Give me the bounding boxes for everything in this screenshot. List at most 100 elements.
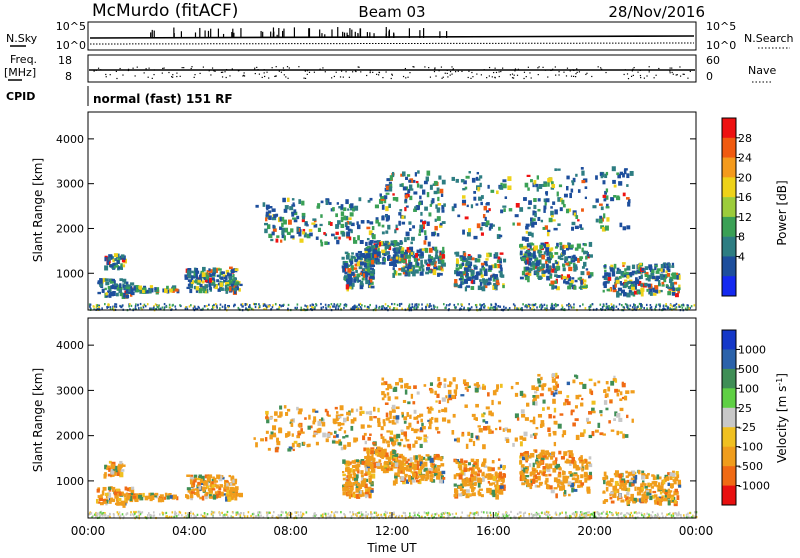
power-cell [637, 291, 639, 294]
power-cell [401, 303, 403, 305]
velocity-cell [361, 514, 363, 516]
power-cell [443, 303, 445, 305]
power-cell [405, 199, 408, 202]
power-cell [332, 207, 335, 211]
power-cell [336, 304, 338, 306]
power-cell [390, 175, 393, 180]
power-cell [327, 305, 329, 307]
power-cell [408, 265, 412, 269]
power-cell [215, 303, 217, 305]
power-cell [410, 242, 413, 245]
power-cell [486, 202, 490, 205]
power-cell [677, 275, 679, 280]
nave-point [679, 66, 680, 67]
power-cell [150, 285, 153, 288]
velocity-cell [211, 481, 213, 484]
nave-point [284, 74, 285, 75]
velocity-cell [288, 513, 290, 515]
power-cell [533, 265, 536, 270]
power-cell [279, 306, 281, 308]
velocity-cell [395, 479, 398, 484]
power-cell [360, 240, 364, 244]
velocity-cell [687, 513, 689, 515]
power-cell [456, 263, 458, 267]
power-cell [437, 187, 440, 191]
power-cell [539, 254, 542, 257]
power-cell [104, 265, 108, 270]
velocity-cell [482, 462, 484, 465]
power-cell [527, 175, 531, 177]
power-cell [405, 271, 407, 274]
velocity-cell [636, 512, 638, 514]
nave-point [510, 74, 511, 75]
velocity-cell [589, 475, 593, 479]
velocity-cell [476, 511, 478, 513]
velocity-cell [488, 481, 490, 484]
power-cell [641, 291, 644, 296]
power-cell [493, 306, 495, 308]
power-cell [672, 287, 675, 291]
velocity-cell [470, 474, 474, 477]
power-cell [624, 169, 627, 174]
power-cell [430, 204, 432, 207]
power-cell [109, 293, 112, 298]
velocity-cell [334, 514, 336, 516]
power-cell [669, 308, 671, 310]
power-cell [514, 307, 516, 309]
power-cell [432, 262, 435, 265]
power-cell [220, 282, 223, 287]
velocity-cell [389, 515, 391, 517]
power-cell [632, 306, 634, 308]
velocity-cell [529, 485, 532, 489]
power-cell [219, 307, 221, 309]
power-cell [376, 251, 380, 256]
power-cell [222, 306, 224, 308]
velocity-cell [399, 515, 401, 517]
power-cell [191, 271, 194, 274]
power-cell [500, 252, 504, 254]
velocity-cell [672, 513, 674, 515]
power-cell [330, 222, 333, 226]
power-cell [266, 212, 269, 216]
power-cell [93, 305, 95, 307]
power-cell [188, 274, 191, 278]
nave-point [110, 74, 111, 75]
velocity-cell [121, 469, 125, 472]
nave-point [451, 66, 452, 67]
power-cell [409, 184, 412, 188]
power-cell [213, 267, 217, 272]
power-cell [505, 196, 507, 199]
power-cell [673, 305, 675, 307]
velocity-cell [101, 512, 103, 514]
power-cell [358, 304, 360, 306]
velocity-cell [508, 514, 510, 516]
power-cell [636, 306, 638, 308]
power-cell [238, 307, 240, 309]
power-cell [567, 242, 569, 245]
power-cell [587, 271, 590, 275]
power-cell [522, 303, 524, 305]
power-cell [468, 228, 471, 232]
power-cell [429, 248, 433, 253]
power-cell [549, 273, 552, 276]
power-cell [642, 268, 645, 271]
velocity-cell [571, 488, 573, 493]
power-cell [675, 293, 679, 297]
velocity-cell [564, 490, 566, 494]
velocity-cell [568, 471, 572, 474]
velocity-cell [624, 514, 626, 516]
power-cell [472, 178, 476, 183]
velocity-cell [138, 511, 140, 513]
velocity-cell [392, 450, 396, 454]
velocity-cell [367, 513, 369, 515]
power-cell [399, 209, 402, 211]
power-cell [605, 226, 609, 231]
nave-point [285, 76, 286, 77]
velocity-cell [552, 461, 555, 466]
velocity-cell [475, 465, 479, 469]
velocity-cell [268, 512, 270, 514]
power-cell [434, 264, 436, 267]
velocity-cell [464, 492, 466, 495]
power-cell [355, 253, 358, 257]
power-cell [112, 284, 114, 289]
